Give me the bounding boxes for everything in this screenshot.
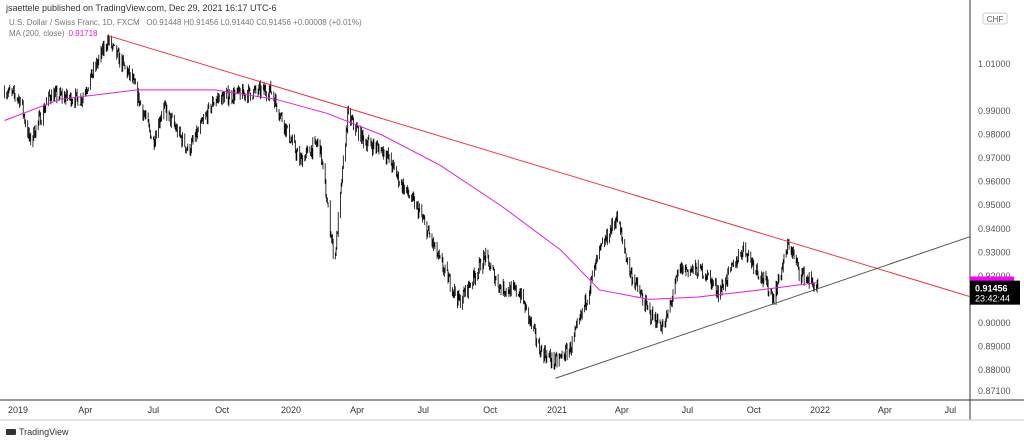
x-tick-label: Oct xyxy=(215,405,230,415)
x-tick-label: Apr xyxy=(78,405,92,415)
y-tick-label: 0.93000 xyxy=(978,247,1011,257)
y-tick-label: 0.88000 xyxy=(978,365,1011,375)
x-tick-label: Jul xyxy=(682,405,694,415)
y-tick-label: 0.94000 xyxy=(978,224,1011,234)
last-price-badge xyxy=(970,280,1020,305)
x-tick-label: 2020 xyxy=(281,405,301,415)
trendline-resistance[interactable] xyxy=(108,35,971,298)
bar-countdown: 23:42:44 xyxy=(975,294,1010,304)
x-tick-label: Apr xyxy=(350,405,364,415)
y-tick-label: 0.99000 xyxy=(978,106,1011,116)
x-tick-label: Jul xyxy=(418,405,430,415)
x-tick-label: Jul xyxy=(945,405,957,415)
x-tick-label: Oct xyxy=(483,405,498,415)
x-tick-label: Oct xyxy=(747,405,762,415)
tradingview-logo-icon xyxy=(6,429,16,435)
publish-info: jsaettele published on TradingView.com, … xyxy=(6,3,277,13)
x-tick-label: 2021 xyxy=(547,405,567,415)
x-tick-label: Apr xyxy=(878,405,892,415)
ma-value: 0.91718 xyxy=(68,29,98,38)
x-tick-label: 2019 xyxy=(8,405,28,415)
tradingview-brand: TradingView xyxy=(6,427,69,437)
y-tick-label: 0.97000 xyxy=(978,153,1011,163)
x-tick-label: 2022 xyxy=(810,405,830,415)
ma-label: MA (200, close) xyxy=(9,29,65,38)
currency-badge xyxy=(982,12,1008,25)
y-tick-label: 0.96000 xyxy=(978,177,1011,187)
y-tick-label: 1.01000 xyxy=(978,59,1011,69)
y-tick-label: 0.95000 xyxy=(978,200,1011,210)
y-tick-label: 0.89000 xyxy=(978,341,1011,351)
ma200-line xyxy=(4,89,818,300)
symbol-legend: U.S. Dollar / Swiss Franc, 1D, FXCM O0.9… xyxy=(9,18,362,27)
trendline-support[interactable] xyxy=(555,236,971,379)
price-candles xyxy=(4,34,819,370)
ohlc-values: O0.91448 H0.91456 L0.91440 C0.91456 +0.0… xyxy=(146,18,362,27)
x-tick-label: Apr xyxy=(615,405,629,415)
brand-label: TradingView xyxy=(19,427,69,437)
last-price-value: 0.91456 xyxy=(975,284,1008,294)
symbol-title[interactable]: U.S. Dollar / Swiss Franc, 1D, FXCM xyxy=(9,18,140,27)
y-tick-label: 0.90000 xyxy=(978,318,1011,328)
x-tick-label: Jul xyxy=(148,405,160,415)
currency-label: CHF xyxy=(987,15,1004,24)
y-tick-label: 0.92000 xyxy=(978,271,1011,281)
ma-legend[interactable]: MA (200, close) 0.91718 xyxy=(9,29,98,38)
y-tick-label: 0.87100 xyxy=(978,386,1011,396)
y-tick-label: 0.98000 xyxy=(978,130,1011,140)
